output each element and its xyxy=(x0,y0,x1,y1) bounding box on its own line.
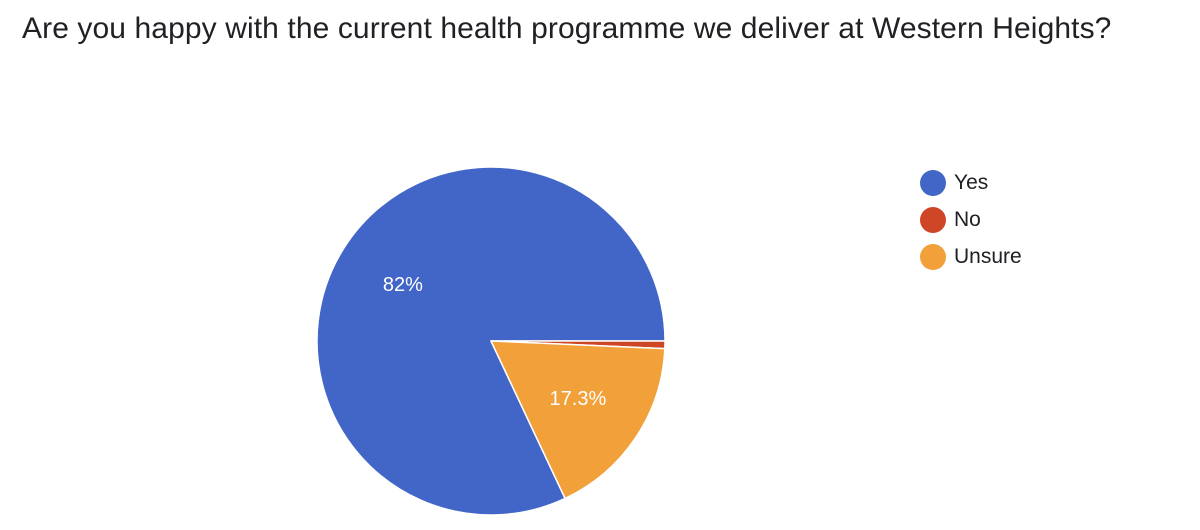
legend-item-no[interactable]: No xyxy=(920,201,1022,238)
legend-item-unsure[interactable]: Unsure xyxy=(920,238,1022,275)
legend-item-yes[interactable]: Yes xyxy=(920,164,1022,201)
pie-slice-label-yes: 82% xyxy=(383,274,423,296)
pie-slice-label-unsure: 17.3% xyxy=(550,388,607,410)
legend-label-yes: Yes xyxy=(954,170,989,194)
pie-slice-unsure[interactable] xyxy=(490,340,666,500)
pie-slice-labels: 82% 17.3% xyxy=(383,274,607,410)
legend-label-unsure: Unsure xyxy=(954,244,1022,268)
legend-swatch-yes xyxy=(920,169,946,196)
legend-swatch-no xyxy=(920,206,946,233)
legend: Yes No Unsure xyxy=(920,164,1022,275)
chart-title: Are you happy with the current health pr… xyxy=(22,12,1112,45)
legend-label-no: No xyxy=(954,207,981,231)
legend-swatch-unsure xyxy=(920,243,946,270)
pie-slices xyxy=(316,166,666,516)
